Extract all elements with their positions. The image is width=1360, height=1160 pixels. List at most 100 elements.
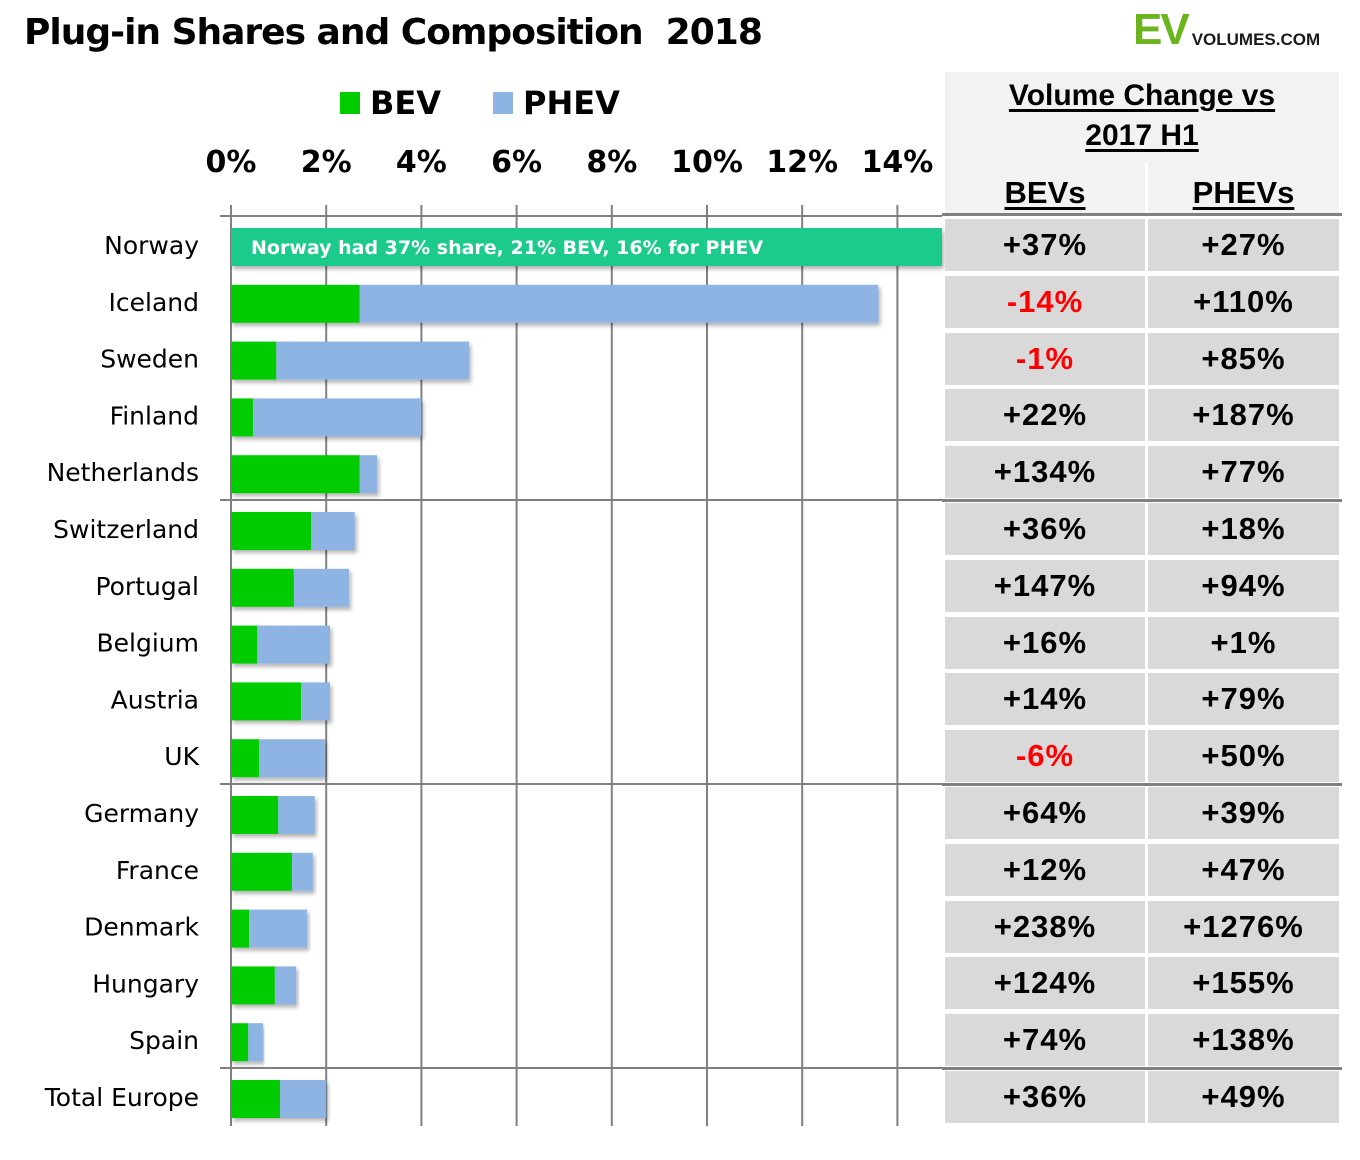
group-separators xyxy=(220,499,942,1069)
bar-phev xyxy=(257,625,331,664)
bev-change-cell: -1% xyxy=(945,332,1145,385)
bev-change-cell: +74% xyxy=(945,1014,1145,1067)
logo-ev-text: EV xyxy=(1133,5,1190,54)
bar-phev xyxy=(276,341,469,380)
bar-phev xyxy=(293,568,350,607)
bar-phev xyxy=(291,852,313,891)
phev-change-cell: +1276% xyxy=(1148,900,1339,953)
phev-change-cell: +50% xyxy=(1148,730,1339,783)
bev-change-cell: +12% xyxy=(945,843,1145,896)
table-group-separator xyxy=(942,1067,1342,1070)
bev-change-cell: +22% xyxy=(945,389,1145,442)
table-header-separator xyxy=(942,213,1342,216)
bar-group-belgium xyxy=(231,625,331,664)
bar-group-denmark xyxy=(231,909,308,948)
category-label: Portugal xyxy=(95,572,199,601)
table-col-header-bev: BEVs xyxy=(945,162,1145,214)
bar-bev xyxy=(231,341,277,380)
bev-change-cell: +134% xyxy=(945,446,1145,499)
category-label: Switzerland xyxy=(53,515,199,544)
bar-phev xyxy=(310,512,355,550)
bar-group-uk xyxy=(231,739,325,778)
bars: Norway had 37% share, 21% BEV, 16% for P… xyxy=(231,228,942,1118)
phev-change-cell: +94% xyxy=(1148,559,1339,612)
table-title-cell: Volume Change vs 2017 H1 xyxy=(945,72,1339,162)
table-title-line1: Volume Change vs xyxy=(1008,79,1276,112)
bar-group-austria xyxy=(231,682,331,721)
category-label: Belgium xyxy=(97,629,200,658)
bar-bev xyxy=(231,568,294,607)
bar-bev xyxy=(231,1080,281,1118)
category-label: Austria xyxy=(111,685,199,714)
table-group-separator xyxy=(942,783,1342,786)
category-label: Spain xyxy=(129,1026,199,1055)
legend-item-bev: BEV xyxy=(340,84,441,122)
bar-norway-total xyxy=(231,228,942,266)
bar-group-iceland xyxy=(231,284,879,323)
bar-phev xyxy=(252,398,422,437)
bar-bev xyxy=(231,284,360,323)
bar-bev xyxy=(231,398,253,437)
category-label: Total Europe xyxy=(44,1083,199,1112)
x-tick-label: 6% xyxy=(491,145,542,180)
bar-phev xyxy=(249,909,308,948)
bev-change-cell: +147% xyxy=(945,559,1145,612)
bar-group-total-europe xyxy=(231,1080,327,1118)
bar-phev xyxy=(248,1023,263,1062)
chart-legend: BEV PHEV xyxy=(340,84,672,122)
bar-group-finland xyxy=(231,398,422,437)
bar-group-switzerland xyxy=(231,512,355,550)
bar-group-netherlands xyxy=(231,455,378,494)
bar-bev xyxy=(231,512,311,550)
bar-group-france xyxy=(231,852,313,891)
bev-change-cell: +16% xyxy=(945,616,1145,669)
legend-label-phev: PHEV xyxy=(523,84,620,122)
phev-change-cell: +1% xyxy=(1148,616,1339,669)
bar-phev xyxy=(274,966,297,1005)
legend-swatch-bev xyxy=(340,92,360,114)
category-label: Sweden xyxy=(100,345,199,374)
bar-phev xyxy=(280,1080,327,1118)
phev-change-cell: +110% xyxy=(1148,275,1339,328)
category-label: Iceland xyxy=(109,288,199,317)
bar-phev xyxy=(278,796,315,834)
bar-bev xyxy=(231,852,292,891)
bar-bev xyxy=(231,796,279,834)
category-label: Finland xyxy=(110,401,199,430)
x-tick-label: 4% xyxy=(396,145,447,180)
bev-change-cell: +124% xyxy=(945,957,1145,1010)
phev-change-cell: +49% xyxy=(1148,1071,1339,1123)
bar-bev xyxy=(231,455,360,494)
bev-change-cell: +64% xyxy=(945,787,1145,839)
category-label: Denmark xyxy=(84,913,199,942)
logo-sub-text: VOLUMES.COM xyxy=(1191,30,1321,49)
bar-group-hungary xyxy=(231,966,297,1005)
bev-change-cell: -14% xyxy=(945,275,1145,328)
phev-change-cell: +85% xyxy=(1148,332,1339,385)
phev-change-cell: +138% xyxy=(1148,1014,1339,1067)
phev-change-cell: +47% xyxy=(1148,843,1339,896)
bar-group-portugal xyxy=(231,568,350,607)
bev-change-cell: +14% xyxy=(945,673,1145,726)
category-label: Netherlands xyxy=(47,458,199,487)
bar-bev xyxy=(231,909,250,948)
chart-title: Plug-in Shares and Composition 2018 xyxy=(24,12,763,53)
x-tick-label: 12% xyxy=(766,145,838,180)
legend-label-bev: BEV xyxy=(370,84,442,122)
bev-change-cell: +37% xyxy=(945,219,1145,271)
category-label: France xyxy=(116,856,199,885)
legend-item-phev: PHEV xyxy=(493,84,620,122)
norway-annotation: Norway had 37% share, 21% BEV, 16% for P… xyxy=(251,237,763,259)
bar-phev xyxy=(359,284,879,323)
category-label: Hungary xyxy=(92,969,199,998)
bev-change-cell: +36% xyxy=(945,1071,1145,1123)
legend-swatch-phev xyxy=(493,92,514,114)
bar-group-norway xyxy=(231,228,942,266)
category-label: UK xyxy=(164,742,199,771)
bar-bev xyxy=(231,966,275,1005)
bar-group-germany xyxy=(231,796,315,834)
x-tick-labels: 0% 2% 4% 6% 8% 10% 12% 14% xyxy=(206,145,934,180)
bev-change-cell: -6% xyxy=(945,730,1145,783)
x-tick-label: 8% xyxy=(586,145,637,180)
